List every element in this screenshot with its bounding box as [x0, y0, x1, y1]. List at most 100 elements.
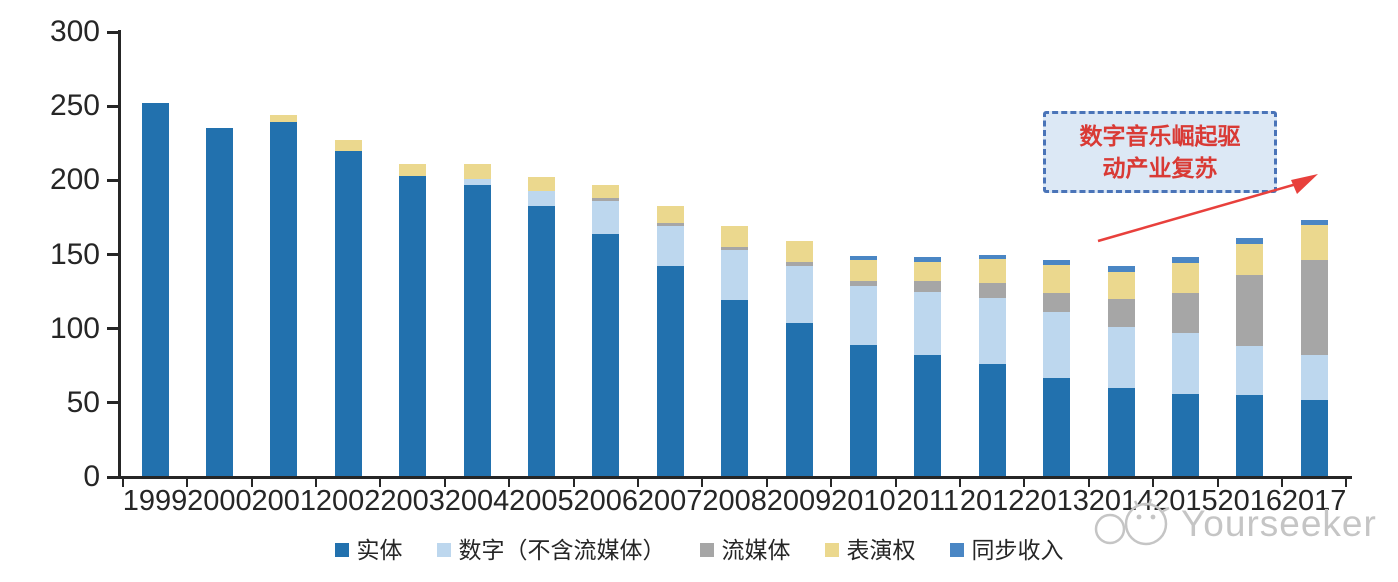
bar-segment-digital-excl-streaming-2014	[1107, 327, 1135, 388]
bar-segment-performance-rights-2006	[592, 184, 620, 199]
x-axis-tick	[186, 479, 189, 487]
x-axis-tick	[315, 479, 317, 487]
y-axis-tick	[107, 327, 119, 331]
bar-segment-performance-rights-2013	[1043, 264, 1071, 294]
bar-segment-performance-rights-2009	[785, 241, 813, 262]
bar-segment-sync-revenue-2017	[1300, 220, 1328, 225]
y-axis-line	[118, 30, 121, 478]
x-axis-tick	[508, 479, 511, 487]
bar-segment-streaming-2006	[592, 198, 620, 202]
chart-legend: 实体 数字（不含流媒体） 流媒体 表演权 同步收入	[0, 537, 1398, 563]
bar-segment-physical-2002	[334, 150, 362, 477]
bar-segment-digital-excl-streaming-2012	[978, 297, 1006, 365]
y-axis-tick	[107, 475, 119, 479]
x-axis-label-2005: 2005	[509, 485, 574, 517]
bar-segment-physical-2015	[1171, 393, 1199, 477]
legend-label: 表演权	[846, 537, 916, 563]
bar-segment-physical-2013	[1043, 377, 1071, 477]
x-axis-label-2011: 2011	[896, 485, 959, 517]
y-axis-tick	[107, 401, 119, 405]
x-axis-label-2017: 2017	[1281, 485, 1347, 517]
annotation-callout: 数字音乐崛起驱 动产业复苏	[1043, 111, 1277, 193]
x-axis-tick	[379, 479, 382, 487]
bar-segment-digital-excl-streaming-2004	[463, 178, 491, 185]
y-axis-tick-label: 300	[49, 15, 100, 48]
bar-segment-digital-excl-streaming-2008	[721, 250, 749, 301]
legend-swatch-icon	[824, 543, 839, 557]
bar-segment-physical-2005	[527, 205, 555, 477]
annotation-text-line1: 数字音乐崛起驱	[1079, 123, 1241, 149]
x-axis-tick	[894, 479, 897, 487]
x-axis-label-2003: 2003	[380, 485, 445, 517]
bar-segment-performance-rights-2002	[334, 140, 362, 151]
x-axis-label-2000: 2000	[187, 485, 252, 517]
bar-segment-streaming-2013	[1043, 293, 1071, 313]
x-axis-tick	[701, 479, 704, 487]
x-axis-label-1999: 1999	[122, 485, 188, 517]
bar-segment-performance-rights-2001	[270, 115, 298, 123]
y-axis-tick-label: 200	[49, 163, 100, 197]
legend-item-performance-rights: 表演权	[824, 537, 916, 563]
bar-segment-performance-rights-2016	[1236, 244, 1264, 276]
x-axis-label-2002: 2002	[315, 485, 381, 517]
bar-segment-performance-rights-2012	[978, 258, 1006, 283]
bar-segment-performance-rights-2010	[849, 260, 877, 282]
bar-segment-physical-2006	[592, 233, 620, 477]
bar-segment-digital-excl-streaming-2015	[1171, 333, 1199, 394]
x-axis-label-2007: 2007	[637, 485, 703, 517]
bar-segment-sync-revenue-2010	[849, 255, 877, 261]
bar-segment-digital-excl-streaming-2010	[849, 285, 877, 345]
legend-label: 同步收入	[971, 537, 1064, 563]
bar-segment-streaming-2009	[785, 261, 813, 267]
y-axis-tick-label: 250	[49, 89, 100, 123]
x-axis-label-2013: 2013	[1024, 485, 1089, 517]
bar-segment-sync-revenue-2011	[914, 257, 942, 262]
bar-segment-physical-2011	[914, 355, 942, 477]
bar-segment-streaming-2007	[656, 223, 684, 227]
x-axis-tick	[765, 479, 768, 487]
bar-segment-sync-revenue-2013	[1043, 260, 1071, 265]
watermark-text: Yourseeker	[1181, 503, 1377, 544]
bar-segment-streaming-2014	[1107, 299, 1135, 328]
bar-segment-performance-rights-2017	[1300, 224, 1328, 261]
x-axis-label-2016: 2016	[1217, 485, 1283, 517]
bar-segment-performance-rights-2003	[399, 164, 427, 176]
x-axis-line	[118, 476, 1352, 479]
bar-segment-physical-2004	[463, 184, 491, 477]
x-axis-label-2008: 2008	[702, 485, 767, 517]
annotation-text-line2: 动产业复苏	[1102, 155, 1218, 181]
legend-swatch-icon	[436, 543, 451, 557]
bar-segment-physical-2010	[849, 344, 877, 477]
bar-segment-physical-2008	[721, 300, 749, 477]
bar-segment-sync-revenue-2016	[1236, 238, 1264, 245]
x-axis-tick	[250, 479, 253, 487]
x-axis-tick	[1216, 479, 1219, 487]
y-axis-tick-label: 0	[83, 460, 100, 493]
legend-swatch-icon	[334, 543, 349, 557]
y-axis-tick	[107, 178, 119, 182]
x-axis-label-2012: 2012	[959, 485, 1025, 517]
bar-segment-streaming-2015	[1171, 293, 1199, 334]
y-axis-tick	[107, 253, 119, 256]
bar-segment-streaming-2011	[914, 281, 942, 292]
bar-segment-performance-rights-2008	[721, 226, 749, 248]
bar-segment-digital-excl-streaming-2005	[527, 190, 555, 206]
x-axis-tick	[572, 479, 575, 487]
bar-segment-physical-2014	[1107, 388, 1135, 477]
bar-segment-performance-rights-2015	[1171, 263, 1199, 294]
bar-segment-digital-excl-streaming-2013	[1043, 312, 1071, 378]
legend-item-sync-revenue: 同步收入	[949, 537, 1064, 563]
y-axis-tick	[107, 30, 119, 34]
bar-segment-sync-revenue-2012	[978, 254, 1006, 259]
bar-segment-streaming-2017	[1300, 260, 1328, 356]
legend-item-physical: 实体	[334, 537, 403, 563]
x-axis-label-2009: 2009	[766, 485, 832, 517]
arrow-head-icon	[1291, 174, 1318, 194]
x-axis-tick	[1345, 479, 1348, 487]
bar-segment-performance-rights-2007	[656, 205, 684, 224]
x-axis-tick	[637, 479, 639, 487]
bar-segment-performance-rights-2014	[1107, 272, 1135, 299]
bar-segment-physical-2016	[1236, 395, 1264, 477]
legend-label: 流媒体	[721, 537, 791, 563]
